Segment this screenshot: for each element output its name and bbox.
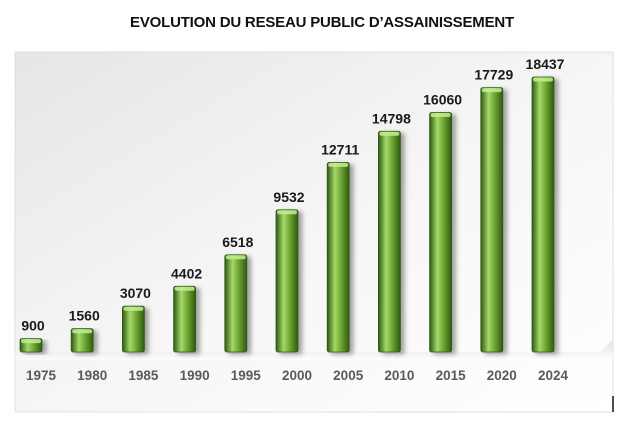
plot-floor [15, 340, 613, 360]
bar-2015 [429, 112, 453, 353]
tick-label-1985: 1985 [128, 368, 159, 383]
value-label-1975: 900 [21, 318, 45, 334]
tick-label-1995: 1995 [231, 368, 262, 383]
bar-cap-1975 [21, 339, 41, 344]
bar-1985 [122, 305, 145, 353]
bar-cap-2010 [379, 131, 400, 136]
value-label-1990: 4402 [171, 265, 202, 281]
bar-cap-1985 [123, 306, 144, 311]
value-label-1980: 1560 [69, 308, 100, 324]
bar-2005 [326, 161, 350, 353]
bar-1990 [173, 285, 197, 353]
tick-label-1975: 1975 [26, 368, 57, 383]
value-label-1995: 6518 [222, 234, 253, 250]
value-label-2005: 12711 [321, 141, 359, 157]
bar-1980 [70, 328, 94, 353]
tick-label-2010: 2010 [384, 368, 414, 383]
value-label-1985: 3070 [120, 285, 151, 301]
bars-layer [19, 76, 555, 353]
value-label-2024: 18437 [526, 56, 565, 72]
value-label-2020: 17729 [474, 67, 513, 83]
tick-label-2024: 2024 [538, 368, 569, 383]
value-label-2010: 14798 [372, 110, 411, 126]
bar-2010 [377, 130, 401, 353]
tick-label-1980: 1980 [77, 368, 107, 383]
tick-label-1990: 1990 [180, 368, 210, 383]
bar-cap-1980 [72, 329, 93, 334]
bar-2020 [480, 87, 504, 353]
tick-label-2000: 2000 [282, 368, 312, 383]
value-label-2000: 9532 [273, 189, 304, 205]
bar-cap-2000 [277, 210, 297, 215]
bar-cap-2005 [328, 162, 349, 167]
bar-cap-2024 [533, 77, 553, 82]
chart-title: EVOLUTION DU RESEAU PUBLIC D’ASSAINISSEM… [130, 14, 514, 31]
value-label-2015: 16060 [423, 92, 462, 108]
bar-cap-1995 [225, 255, 246, 260]
tick-label-2015: 2015 [436, 368, 467, 383]
bar-1995 [224, 254, 248, 353]
x-axis-tick-labels: 1975 1980 1985 1990 1995 2000 2005 2010 2015 2020… [26, 368, 569, 383]
bar-cap-2015 [430, 113, 451, 117]
value-labels-layer: 900 1560 3070 4402 6518 9532 12711 14798 16060 17… [21, 56, 564, 334]
tick-label-2005: 2005 [333, 368, 364, 383]
tick-label-2020: 2020 [487, 368, 517, 383]
bar-cap-2020 [481, 88, 502, 93]
bar-cap-1990 [174, 286, 195, 291]
bar-2024 [531, 76, 555, 353]
bar-2000 [275, 209, 299, 353]
